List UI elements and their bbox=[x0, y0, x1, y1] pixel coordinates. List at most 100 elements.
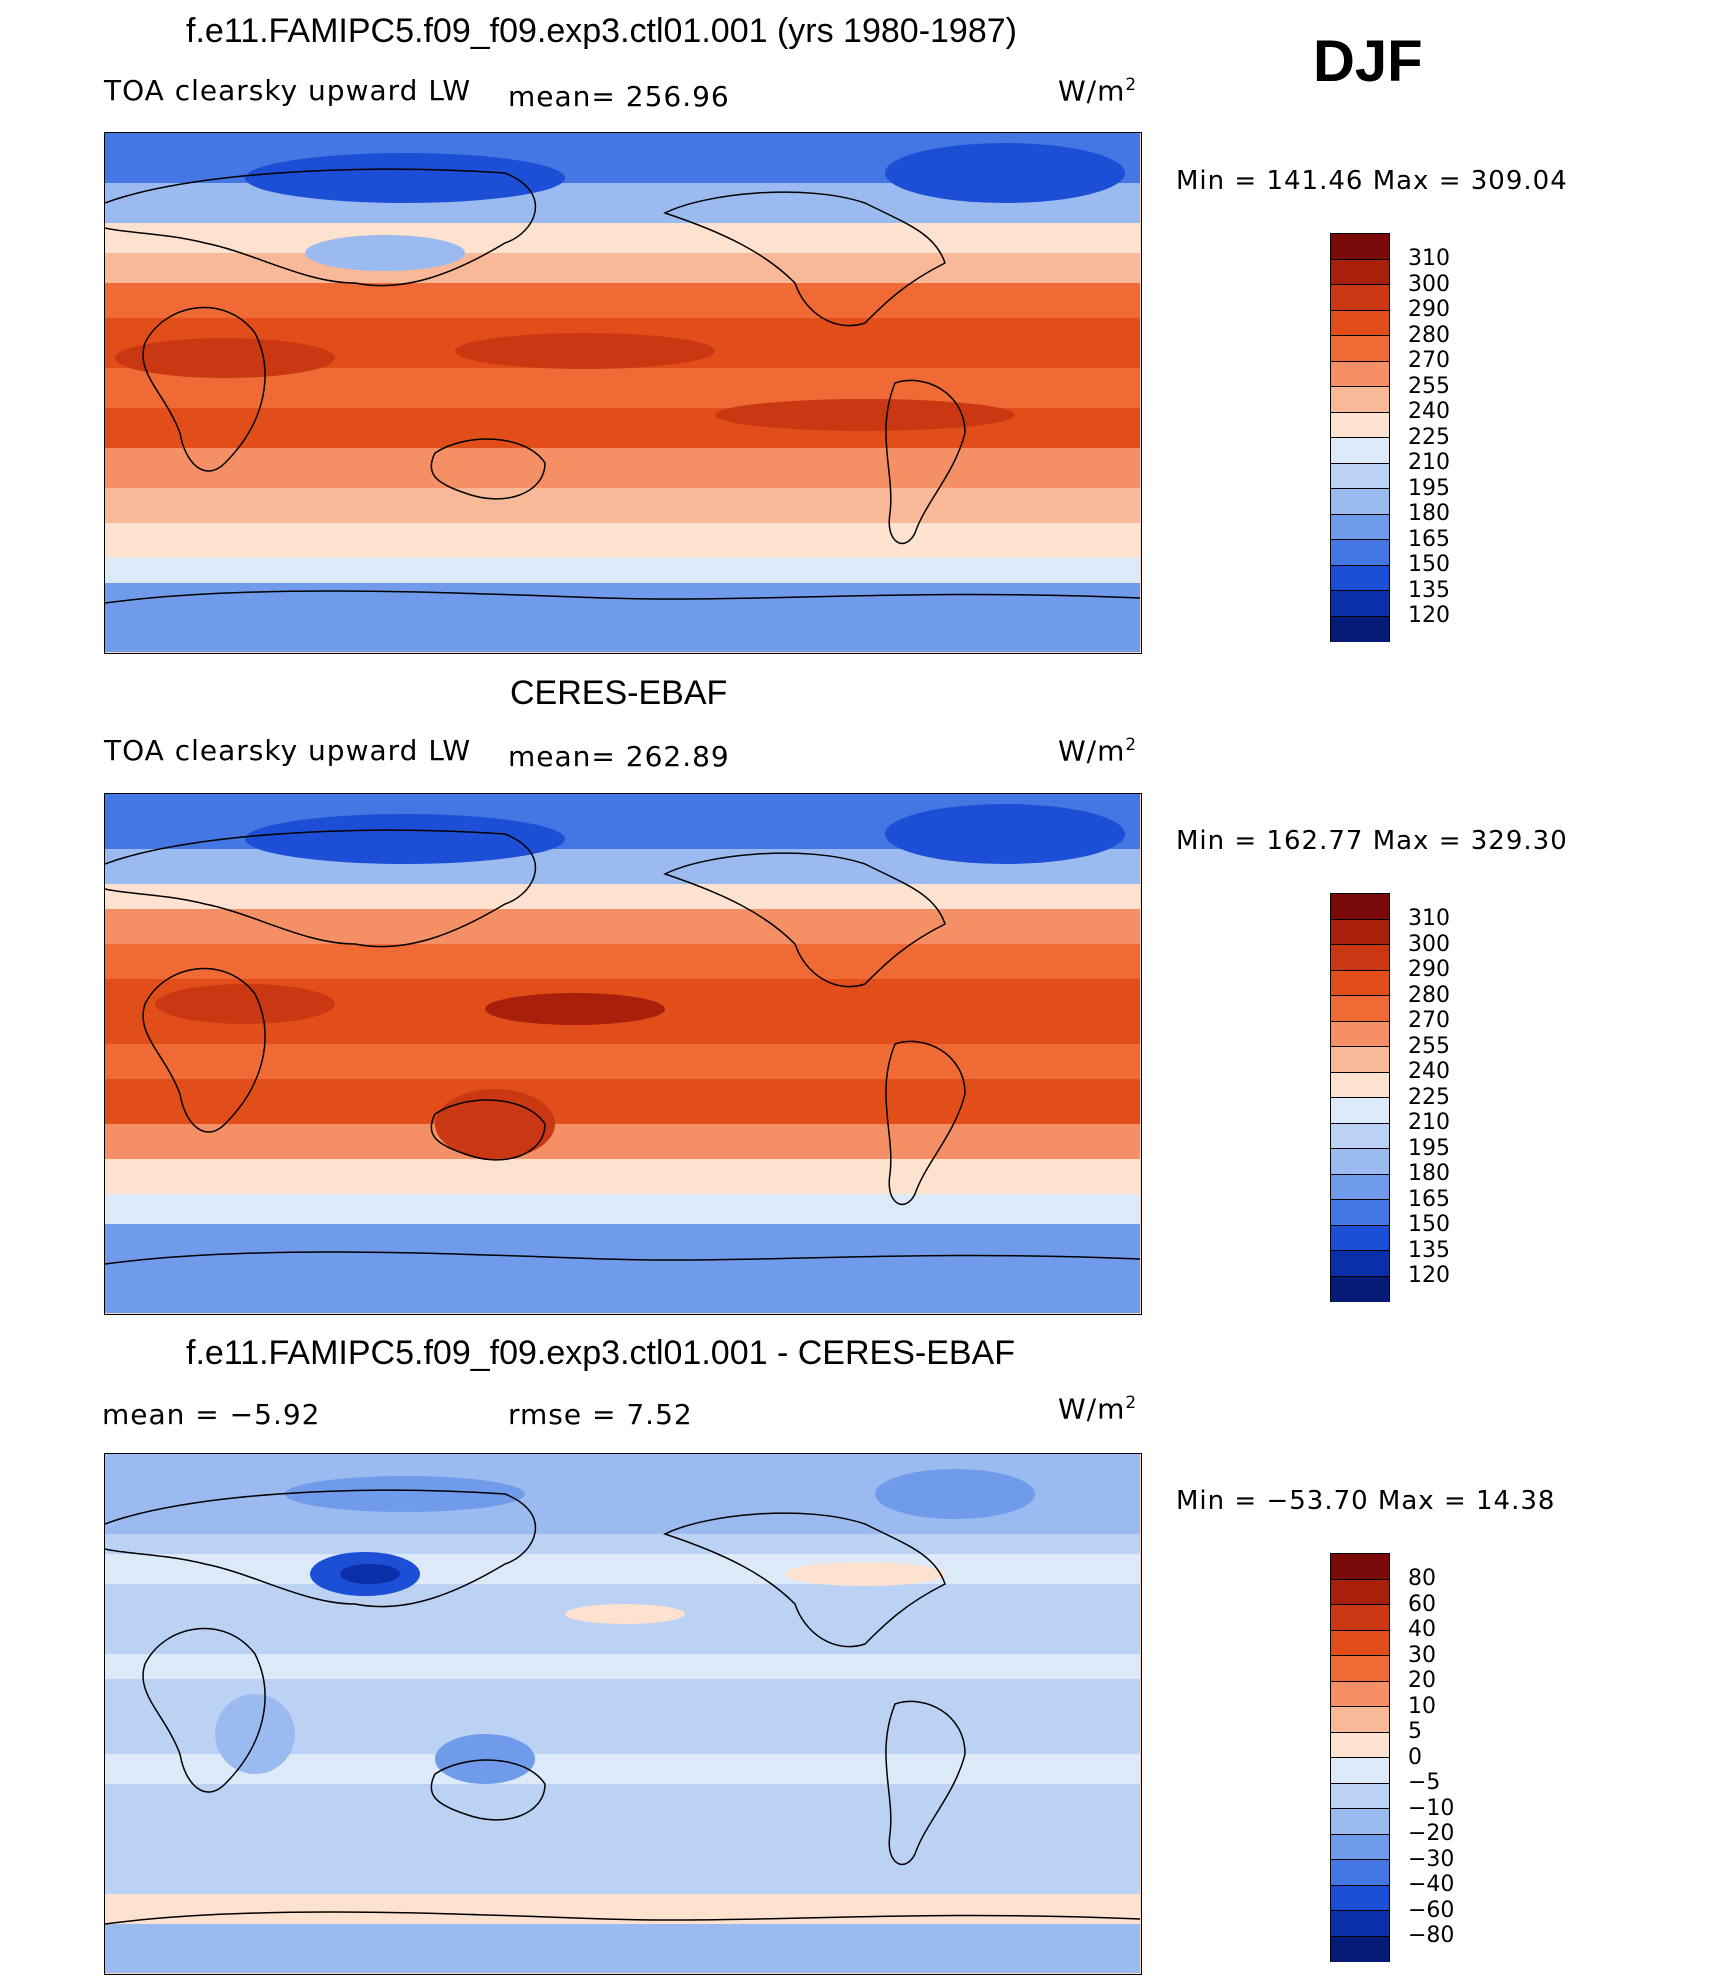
colorbar-tick-label: 80 bbox=[1408, 1566, 1436, 1591]
colorbar-swatch bbox=[1331, 565, 1389, 591]
colorbar-tick-label: 40 bbox=[1408, 1617, 1436, 1642]
colorbar-swatch bbox=[1331, 1047, 1389, 1073]
colorbar-swatch bbox=[1331, 1707, 1389, 1733]
panel3-rmse-label: rmse = 7.52 bbox=[508, 1398, 693, 1431]
colorbar-tick-label: 30 bbox=[1408, 1642, 1436, 1668]
colorbar-tick-label: 165 bbox=[1408, 526, 1450, 552]
panel3-units-label: W/m2 bbox=[1058, 1392, 1138, 1426]
colorbar-swatch bbox=[1331, 1656, 1389, 1682]
colorbar-swatch bbox=[1331, 591, 1389, 617]
panel3-title: f.e11.FAMIPC5.f09_f09.exp3.ctl01.001 - C… bbox=[186, 1334, 1015, 1372]
panel3-colorbar bbox=[1330, 1553, 1390, 1962]
colorbar-swatch bbox=[1331, 945, 1389, 971]
panel2-mean-label: mean= 262.89 bbox=[508, 740, 730, 773]
colorbar-swatch bbox=[1331, 1200, 1389, 1226]
panel1-min-max: Min = 141.46 Max = 309.04 bbox=[1176, 166, 1568, 196]
colorbar-swatch bbox=[1331, 1149, 1389, 1175]
colorbar-swatch bbox=[1331, 310, 1389, 336]
colorbar-tick-label: 290 bbox=[1408, 297, 1450, 322]
colorbar-swatch bbox=[1331, 1809, 1389, 1835]
colorbar-swatch bbox=[1331, 996, 1389, 1022]
colorbar-tick-label: 0 bbox=[1408, 1744, 1422, 1770]
panel2-units-label: W/m2 bbox=[1058, 734, 1138, 768]
colorbar-swatch bbox=[1331, 1911, 1389, 1937]
colorbar-tick-label: −20 bbox=[1408, 1821, 1455, 1846]
panel2-colorbar bbox=[1330, 893, 1390, 1302]
colorbar-swatch bbox=[1331, 1885, 1389, 1911]
colorbar-tick-label: 135 bbox=[1408, 1237, 1450, 1263]
colorbar-swatch bbox=[1331, 1123, 1389, 1149]
panel2-variable-label: TOA clearsky upward LW bbox=[104, 734, 472, 767]
colorbar-tick-label: 135 bbox=[1408, 577, 1450, 603]
colorbar-tick-label: 195 bbox=[1408, 1135, 1450, 1161]
colorbar-swatch bbox=[1331, 1021, 1389, 1047]
colorbar-tick-label: 310 bbox=[1408, 246, 1450, 271]
colorbar-tick-label: −60 bbox=[1408, 1897, 1455, 1923]
colorbar-swatch bbox=[1331, 894, 1389, 920]
colorbar-tick-label: 225 bbox=[1408, 1084, 1450, 1110]
panel3-min-max: Min = −53.70 Max = 14.38 bbox=[1176, 1486, 1556, 1516]
colorbar-swatch bbox=[1331, 387, 1389, 413]
colorbar-tick-label: 225 bbox=[1408, 424, 1450, 450]
colorbar-tick-label: 180 bbox=[1408, 501, 1450, 526]
panel3-difference-map bbox=[104, 1453, 1142, 1975]
panel1-title: f.e11.FAMIPC5.f09_f09.exp3.ctl01.001 (yr… bbox=[186, 12, 1017, 50]
colorbar-tick-label: −10 bbox=[1408, 1795, 1455, 1821]
colorbar-tick-label: 10 bbox=[1408, 1693, 1436, 1719]
colorbar-tick-label: 290 bbox=[1408, 957, 1450, 982]
colorbar-tick-label: 280 bbox=[1408, 982, 1450, 1008]
colorbar-tick-label: 240 bbox=[1408, 1059, 1450, 1084]
colorbar-swatch bbox=[1331, 234, 1389, 260]
colorbar-swatch bbox=[1331, 1860, 1389, 1886]
colorbar-swatch bbox=[1331, 1579, 1389, 1605]
colorbar-tick-label: 20 bbox=[1408, 1668, 1436, 1693]
colorbar-swatch bbox=[1331, 1554, 1389, 1580]
panel1-units-label: W/m2 bbox=[1058, 74, 1138, 108]
colorbar-swatch bbox=[1331, 1936, 1389, 1962]
colorbar-tick-label: 210 bbox=[1408, 1110, 1450, 1135]
colorbar-tick-label: 5 bbox=[1408, 1719, 1422, 1744]
colorbar-tick-label: −30 bbox=[1408, 1846, 1455, 1872]
colorbar-tick-label: 150 bbox=[1408, 1212, 1450, 1237]
panel2-map bbox=[104, 793, 1142, 1315]
colorbar-tick-label: −40 bbox=[1408, 1872, 1455, 1897]
colorbar-swatch bbox=[1331, 1174, 1389, 1200]
colorbar-swatch bbox=[1331, 1276, 1389, 1302]
colorbar-swatch bbox=[1331, 1098, 1389, 1124]
colorbar-swatch bbox=[1331, 438, 1389, 464]
colorbar-swatch bbox=[1331, 489, 1389, 515]
colorbar-swatch bbox=[1331, 919, 1389, 945]
colorbar-swatch bbox=[1331, 514, 1389, 540]
panel1-variable-label: TOA clearsky upward LW bbox=[104, 74, 472, 107]
season-label: DJF bbox=[1313, 29, 1423, 94]
colorbar-tick-label: 60 bbox=[1408, 1591, 1436, 1617]
colorbar-tick-label: 165 bbox=[1408, 1186, 1450, 1212]
colorbar-swatch bbox=[1331, 1681, 1389, 1707]
colorbar-swatch bbox=[1331, 336, 1389, 362]
panel1-map bbox=[104, 132, 1142, 654]
colorbar-swatch bbox=[1331, 1251, 1389, 1277]
colorbar-tick-label: 150 bbox=[1408, 552, 1450, 577]
colorbar-tick-label: −5 bbox=[1408, 1770, 1441, 1795]
colorbar-swatch bbox=[1331, 1605, 1389, 1631]
panel2-title: CERES-EBAF bbox=[510, 674, 728, 712]
colorbar-tick-label: 180 bbox=[1408, 1161, 1450, 1186]
colorbar-swatch bbox=[1331, 1072, 1389, 1098]
colorbar-tick-label: 280 bbox=[1408, 322, 1450, 348]
colorbar-swatch bbox=[1331, 1732, 1389, 1758]
colorbar-swatch bbox=[1331, 412, 1389, 438]
colorbar-tick-label: 240 bbox=[1408, 399, 1450, 424]
colorbar-tick-label: 310 bbox=[1408, 906, 1450, 931]
colorbar-swatch bbox=[1331, 463, 1389, 489]
colorbar-swatch bbox=[1331, 1783, 1389, 1809]
colorbar-tick-label: 255 bbox=[1408, 373, 1450, 399]
colorbar-tick-label: 270 bbox=[1408, 348, 1450, 373]
colorbar-swatch bbox=[1331, 540, 1389, 566]
colorbar-tick-label: −80 bbox=[1408, 1923, 1455, 1948]
colorbar-tick-label: 210 bbox=[1408, 450, 1450, 475]
colorbar-tick-label: 255 bbox=[1408, 1033, 1450, 1059]
colorbar-tick-label: 300 bbox=[1408, 271, 1450, 297]
colorbar-swatch bbox=[1331, 361, 1389, 387]
colorbar-swatch bbox=[1331, 1225, 1389, 1251]
panel2-min-max: Min = 162.77 Max = 329.30 bbox=[1176, 826, 1568, 856]
